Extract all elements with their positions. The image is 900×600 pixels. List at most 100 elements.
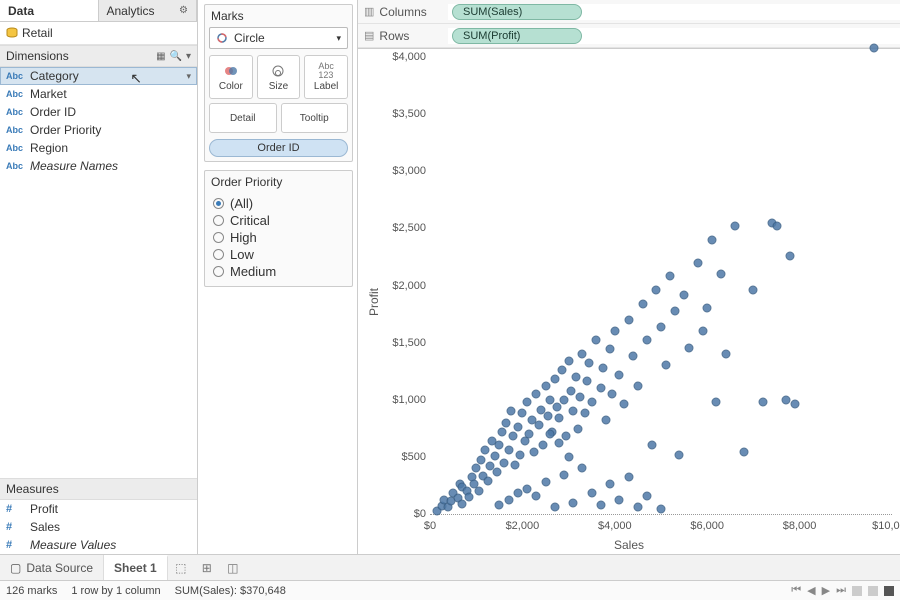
data-point[interactable] [513, 489, 522, 498]
data-point[interactable] [707, 235, 716, 244]
data-point[interactable] [657, 322, 666, 331]
data-point[interactable] [573, 425, 582, 434]
data-point[interactable] [772, 222, 781, 231]
data-point[interactable] [472, 464, 481, 473]
data-point[interactable] [749, 286, 758, 295]
columns-pill[interactable]: SUM(Sales) [452, 4, 582, 20]
data-point[interactable] [698, 327, 707, 336]
data-point[interactable] [559, 395, 568, 404]
field-row[interactable]: #Measure Values [0, 536, 197, 554]
data-point[interactable] [495, 441, 504, 450]
data-point[interactable] [539, 441, 548, 450]
field-row[interactable]: #Sales [0, 518, 197, 536]
search-icon[interactable]: 🔍 [170, 51, 182, 62]
new-worksheet-icon[interactable]: ⬚ [168, 561, 194, 575]
field-row[interactable]: AbcCategory▾↖ [0, 67, 197, 85]
data-point[interactable] [571, 372, 580, 381]
data-point[interactable] [523, 484, 532, 493]
data-point[interactable] [483, 476, 492, 485]
data-point[interactable] [652, 286, 661, 295]
data-point[interactable] [670, 306, 679, 315]
view-mode-icon-2[interactable] [868, 586, 878, 596]
data-point[interactable] [786, 251, 795, 260]
view-icon[interactable]: ▦ [156, 51, 165, 62]
data-point[interactable] [758, 398, 767, 407]
data-point[interactable] [606, 345, 615, 354]
data-point[interactable] [624, 473, 633, 482]
new-dashboard-icon[interactable]: ⊞ [194, 561, 220, 575]
data-point[interactable] [504, 496, 513, 505]
data-point[interactable] [504, 446, 513, 455]
data-point[interactable] [781, 395, 790, 404]
data-point[interactable] [615, 496, 624, 505]
data-point[interactable] [666, 272, 675, 281]
data-point[interactable] [606, 480, 615, 489]
data-point[interactable] [506, 407, 515, 416]
filter-option[interactable]: (All) [211, 195, 346, 212]
filter-option[interactable]: Medium [211, 263, 346, 280]
data-point[interactable] [633, 382, 642, 391]
data-point[interactable] [620, 400, 629, 409]
data-point[interactable] [576, 393, 585, 402]
marks-detail-pill[interactable]: Order ID [209, 139, 348, 157]
data-point[interactable] [559, 471, 568, 480]
data-point[interactable] [790, 400, 799, 409]
data-point[interactable] [680, 290, 689, 299]
data-point[interactable] [562, 432, 571, 441]
data-point[interactable] [534, 420, 543, 429]
view-mode-icon-3[interactable] [884, 586, 894, 596]
data-point[interactable] [497, 427, 506, 436]
data-point[interactable] [481, 446, 490, 455]
data-point[interactable] [684, 344, 693, 353]
data-point[interactable] [555, 414, 564, 423]
data-point[interactable] [474, 487, 483, 496]
sheet-tab[interactable]: Sheet 1 [104, 555, 168, 580]
data-point[interactable] [730, 222, 739, 231]
filter-option[interactable]: Critical [211, 212, 346, 229]
marks-type-select[interactable]: Circle ▾ [209, 27, 348, 49]
tab-analytics[interactable]: Analytics ⚙ [99, 0, 198, 21]
data-point[interactable] [529, 448, 538, 457]
view-mode-icon-1[interactable] [852, 586, 862, 596]
marks-detail-button[interactable]: Detail [209, 103, 277, 133]
columns-shelf[interactable]: ▥Columns SUM(Sales) [358, 0, 900, 24]
data-point[interactable] [490, 451, 499, 460]
data-point[interactable] [525, 430, 534, 439]
data-point[interactable] [550, 375, 559, 384]
data-point[interactable] [712, 398, 721, 407]
data-point[interactable] [569, 407, 578, 416]
data-point[interactable] [629, 352, 638, 361]
data-point[interactable] [557, 366, 566, 375]
data-point[interactable] [509, 432, 518, 441]
data-point[interactable] [566, 386, 575, 395]
marks-color-button[interactable]: Color [209, 55, 253, 99]
data-point[interactable] [550, 503, 559, 512]
data-point[interactable] [502, 418, 511, 427]
data-point[interactable] [657, 505, 666, 514]
filter-option[interactable]: Low [211, 246, 346, 263]
data-point[interactable] [458, 499, 467, 508]
nav-next-icon[interactable]: ▶ [822, 584, 830, 597]
data-point[interactable] [592, 336, 601, 345]
data-point[interactable] [633, 503, 642, 512]
field-row[interactable]: AbcOrder ID [0, 103, 197, 121]
tab-data[interactable]: Data [0, 0, 99, 21]
data-point[interactable] [583, 377, 592, 386]
data-point[interactable] [721, 350, 730, 359]
data-point[interactable] [869, 43, 878, 52]
rows-shelf[interactable]: ▤Rows SUM(Profit) [358, 24, 900, 48]
data-point[interactable] [596, 500, 605, 509]
viz-area[interactable]: Profit Sales $0$500$1,000$1,500$2,000$2,… [358, 49, 900, 554]
data-point[interactable] [518, 409, 527, 418]
nav-prev-icon[interactable]: ◀ [807, 584, 815, 597]
data-point[interactable] [578, 464, 587, 473]
marks-tooltip-button[interactable]: Tooltip [281, 103, 349, 133]
data-point[interactable] [615, 370, 624, 379]
data-point[interactable] [564, 452, 573, 461]
data-point[interactable] [541, 478, 550, 487]
data-point[interactable] [513, 423, 522, 432]
data-point[interactable] [647, 441, 656, 450]
data-point[interactable] [661, 361, 670, 370]
nav-first-icon[interactable]: ⏮ [791, 584, 801, 597]
data-point[interactable] [638, 299, 647, 308]
